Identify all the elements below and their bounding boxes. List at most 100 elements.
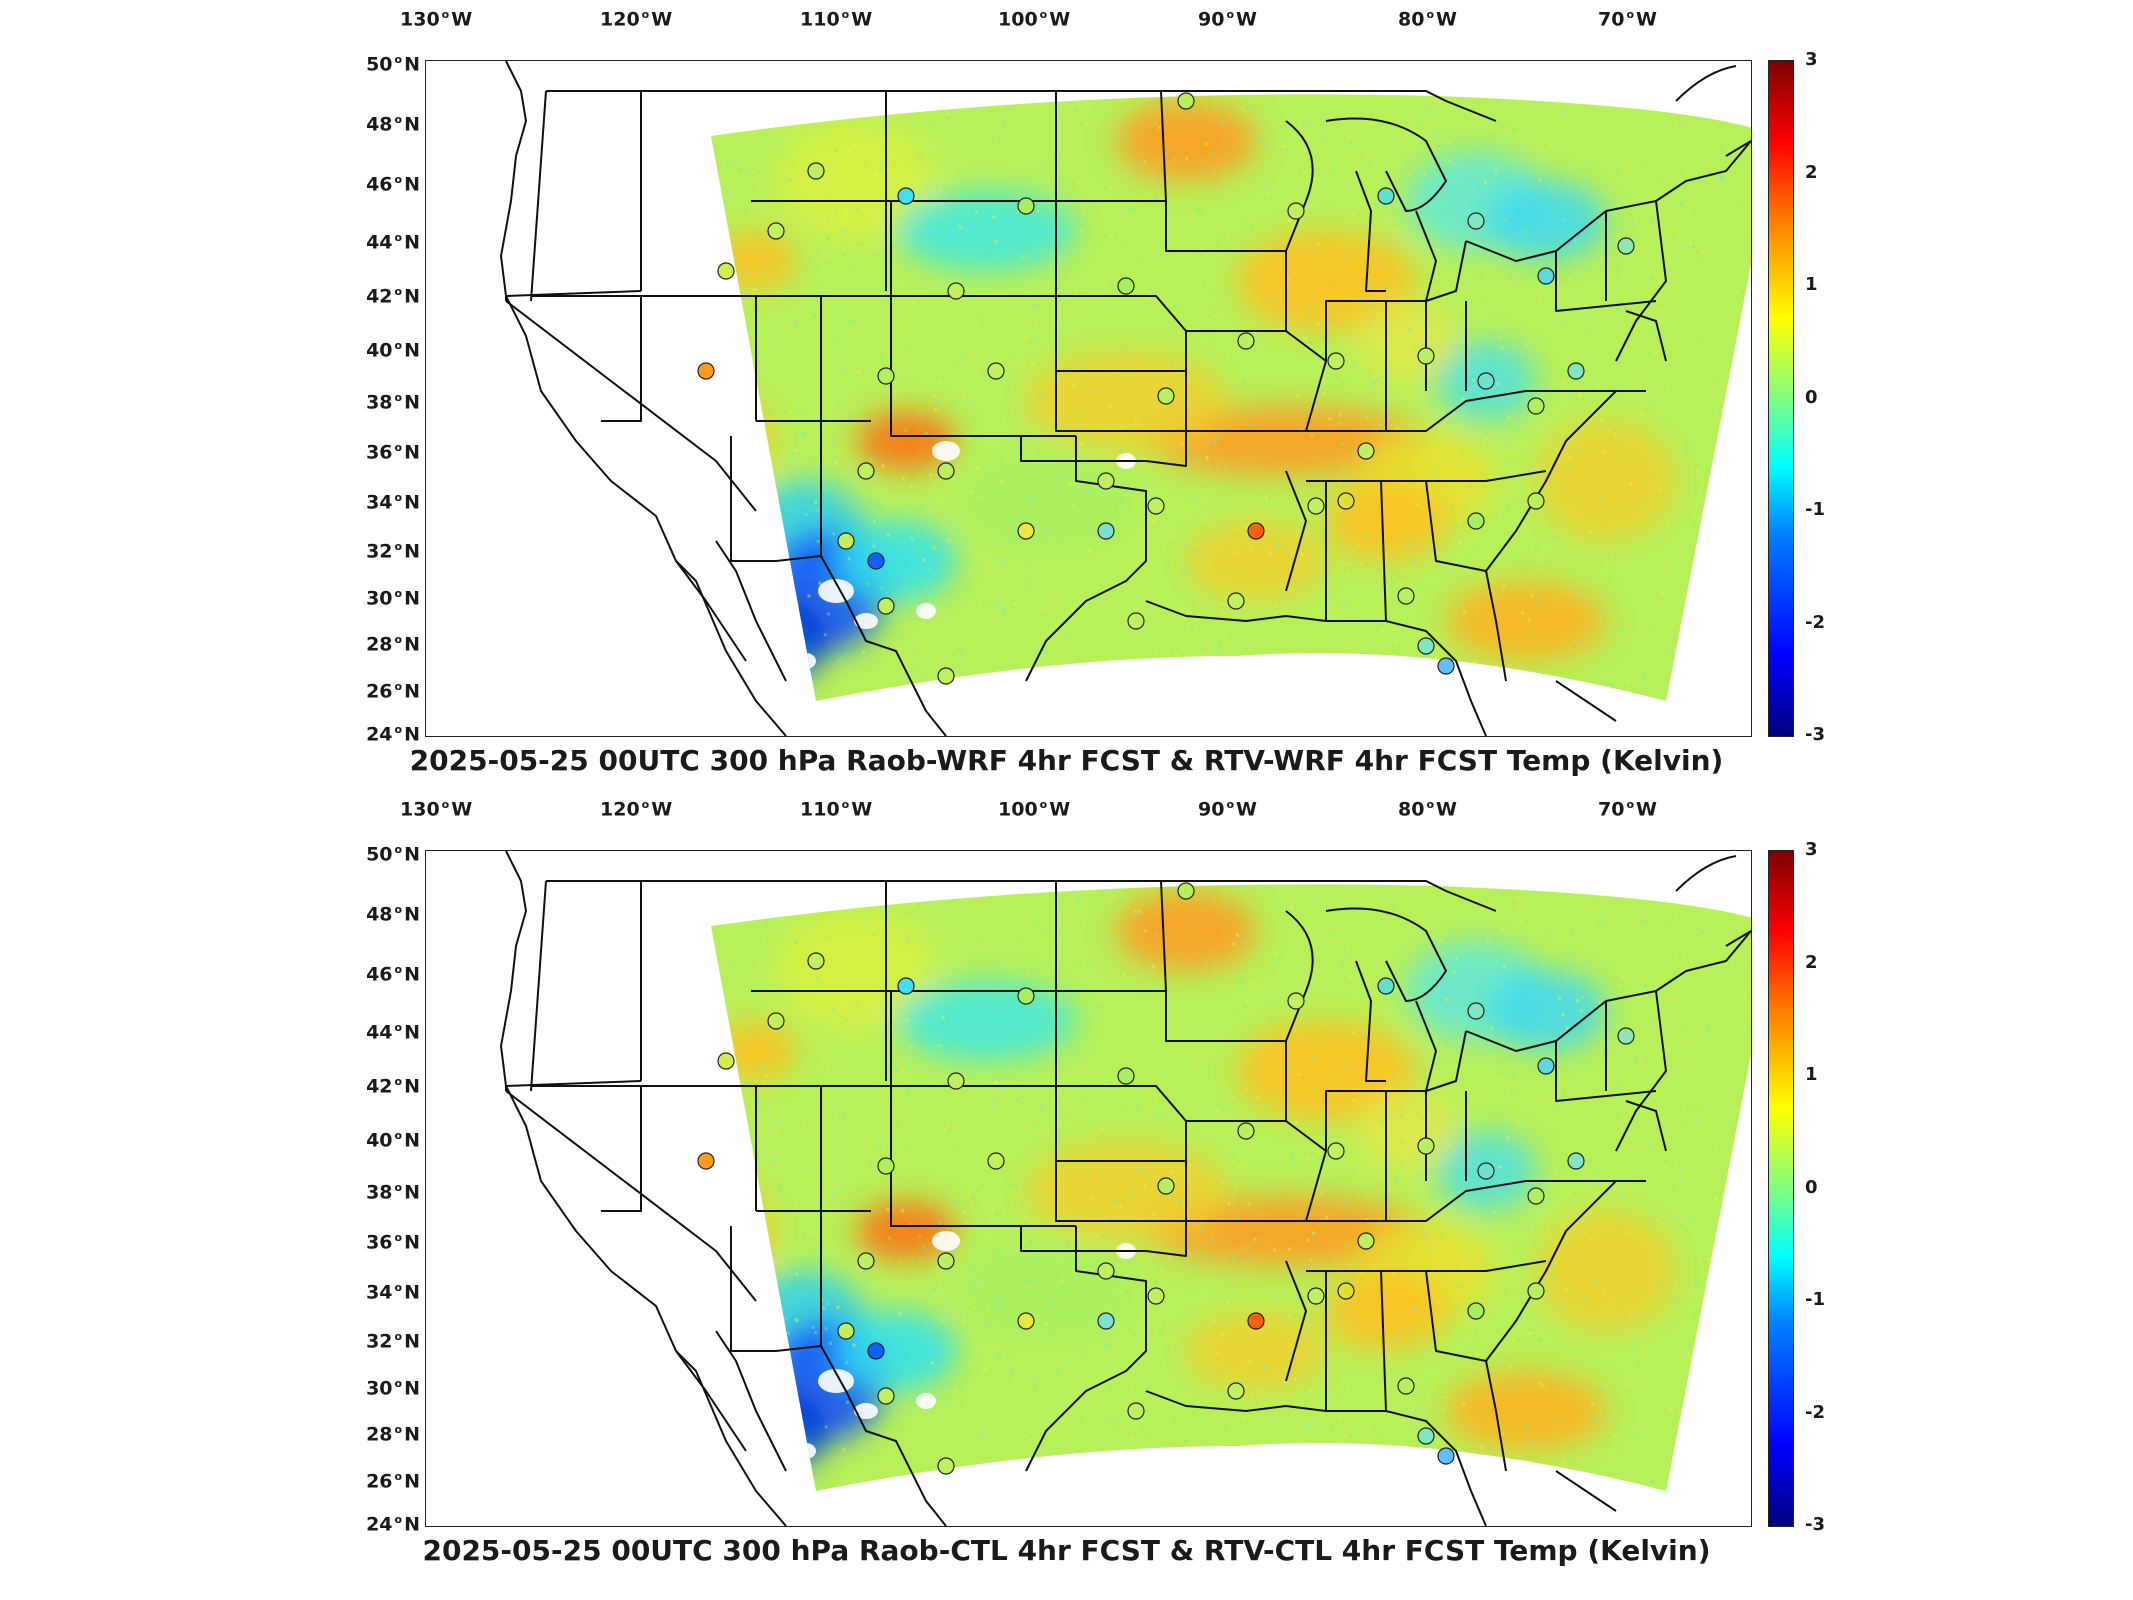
lat-tick-label: 44 o N	[366, 1021, 420, 1044]
lat-tick-label: 42 o N	[366, 285, 420, 308]
lon-tick-label: 110 o W	[800, 798, 873, 821]
state-boundaries	[500, 851, 1751, 1526]
colorbar-tick-label: 0	[1805, 1176, 1818, 1198]
lat-tick-label: 36 o N	[366, 1231, 420, 1254]
lat-tick-label: 26 o N	[366, 680, 420, 703]
station-marker	[1467, 1002, 1485, 1020]
map-frame	[425, 60, 1752, 737]
lon-tick-label: 70 o W	[1598, 8, 1657, 31]
lat-tick-label: 50 o N	[366, 843, 420, 866]
lat-tick-label: 28 o N	[366, 1423, 420, 1446]
lat-tick-label: 34 o N	[366, 1281, 420, 1304]
station-marker	[1287, 992, 1305, 1010]
station-marker	[1537, 267, 1555, 285]
lat-tick-label: 38 o N	[366, 391, 420, 414]
station-marker	[1227, 1382, 1245, 1400]
lat-tick-label: 46 o N	[366, 963, 420, 986]
lon-tick-label: 80 o W	[1398, 798, 1457, 821]
lon-tick-label: 130 o W	[400, 798, 473, 821]
lon-tick-label: 80 o W	[1398, 8, 1457, 31]
colorbar	[1768, 850, 1794, 1527]
station-marker	[1097, 1312, 1115, 1330]
station-marker	[1357, 442, 1375, 460]
station-marker	[1357, 1232, 1375, 1250]
station-marker	[1377, 187, 1395, 205]
station-marker	[1467, 512, 1485, 530]
station-marker	[947, 1072, 965, 1090]
colorbar-tick-label: 2	[1805, 161, 1818, 183]
lat-tick-label: 42 o N	[366, 1075, 420, 1098]
station-marker	[1307, 1287, 1325, 1305]
station-marker	[1157, 387, 1175, 405]
raob-stations	[697, 92, 1635, 685]
lat-tick-label: 32 o N	[366, 1330, 420, 1353]
station-marker	[1117, 277, 1135, 295]
station-marker	[1157, 1177, 1175, 1195]
lat-tick-label: 44 o N	[366, 231, 420, 254]
station-marker	[697, 362, 715, 380]
station-marker	[1247, 522, 1265, 540]
station-marker	[937, 1457, 955, 1475]
station-marker	[1527, 1187, 1545, 1205]
colorbar-tick-label: 3	[1805, 49, 1818, 70]
station-marker	[1327, 352, 1345, 370]
station-marker	[837, 1322, 855, 1340]
station-marker	[1437, 657, 1455, 675]
lat-tick-label: 46 o N	[366, 173, 420, 196]
station-marker	[1287, 202, 1305, 220]
station-marker	[1237, 1122, 1255, 1140]
station-marker	[1017, 197, 1035, 215]
station-marker	[807, 162, 825, 180]
raob-stations	[697, 882, 1635, 1475]
station-marker	[1177, 92, 1195, 110]
station-marker	[897, 977, 915, 995]
station-marker	[1477, 1162, 1495, 1180]
station-marker	[1527, 492, 1545, 510]
colorbar-tick-label: 1	[1805, 274, 1818, 295]
station-marker	[1417, 1427, 1435, 1445]
map-canvas	[500, 851, 1751, 1526]
station-marker	[1397, 587, 1415, 605]
map-panel-top: 130 o W 120 o W 110 o W 100 o W 90 o W 80 o W 70 o W 50 o N 48 o…	[366, 8, 1825, 777]
lon-tick-label: 70 o W	[1598, 798, 1657, 821]
station-marker	[1417, 637, 1435, 655]
station-marker	[1017, 522, 1035, 540]
temperature-field	[711, 94, 1751, 702]
lat-tick-label: 36 o N	[366, 441, 420, 464]
lon-tick-label: 100 o W	[998, 8, 1071, 31]
station-marker	[937, 1252, 955, 1270]
station-marker	[1477, 372, 1495, 390]
station-marker	[1537, 1057, 1555, 1075]
station-marker	[1147, 497, 1165, 515]
colorbar-tick-label: -1	[1805, 499, 1825, 520]
station-marker	[1527, 397, 1545, 415]
station-marker	[987, 362, 1005, 380]
lon-tick-label: 90 o W	[1198, 798, 1257, 821]
map-panel-bottom: 130 o W 120 o W 110 o W 100 o W 90 o W 80 o W 70 o W 50 o N 48 o…	[0, 790, 2133, 1600]
colorbar-tick-label: -3	[1805, 1514, 1825, 1535]
station-marker	[1567, 1152, 1585, 1170]
station-marker	[1127, 612, 1145, 630]
station-marker	[897, 187, 915, 205]
lat-tick-label: 28 o N	[366, 633, 420, 656]
station-marker	[1617, 237, 1635, 255]
station-marker	[1247, 1312, 1265, 1330]
station-marker	[717, 1052, 735, 1070]
station-marker	[1177, 882, 1195, 900]
station-marker	[877, 367, 895, 385]
lat-tick-label: 48 o N	[366, 903, 420, 926]
station-marker	[1227, 592, 1245, 610]
station-marker	[767, 222, 785, 240]
colorbar-tick-label: -2	[1805, 611, 1825, 633]
colorbar-tick-label: -1	[1805, 1289, 1825, 1310]
station-marker	[1097, 1262, 1115, 1280]
station-marker	[877, 597, 895, 615]
station-marker	[937, 462, 955, 480]
station-marker	[1237, 332, 1255, 350]
lat-tick-label: 26 o N	[366, 1470, 420, 1493]
station-marker	[1467, 1302, 1485, 1320]
colorbar-tick-label: 2	[1805, 951, 1818, 973]
station-marker	[1337, 492, 1355, 510]
temperature-field	[711, 884, 1751, 1492]
lat-tick-label: 38 o N	[366, 1181, 420, 1204]
